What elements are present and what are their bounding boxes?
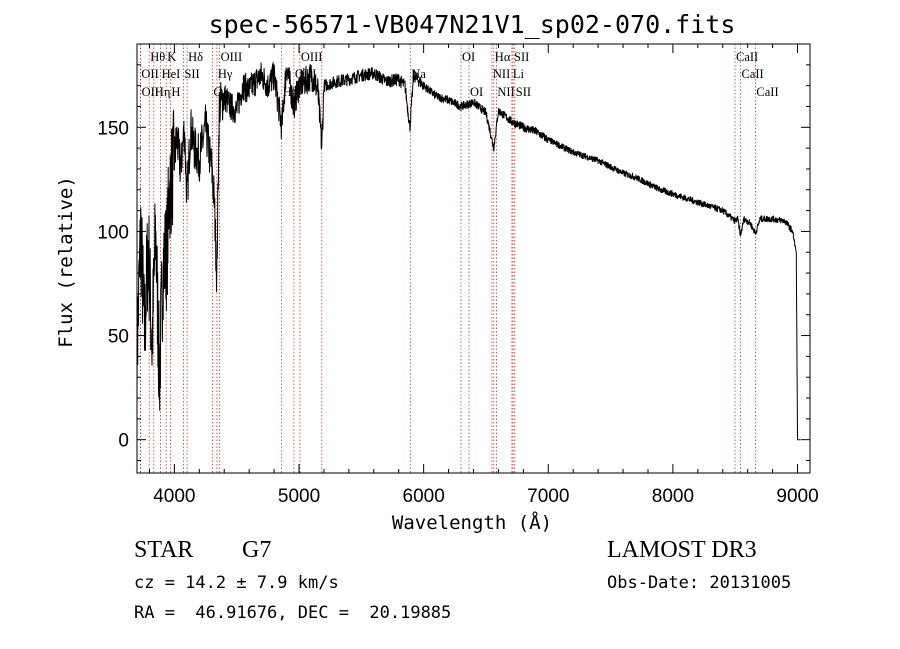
line-label: CaII <box>742 67 764 81</box>
y-tick-label: 150 <box>97 118 129 139</box>
spectrum-line <box>136 62 801 441</box>
line-label: SII <box>184 67 199 81</box>
survey-name: LAMOST DR3 <box>607 537 757 563</box>
line-label: SII <box>514 50 529 64</box>
object-subclass: G7 <box>242 537 272 563</box>
x-tick-label: 7000 <box>527 486 569 507</box>
x-axis-ticks: 4000 5000 6000 7000 8000 9000 <box>148 44 819 507</box>
line-label: OI <box>470 85 483 99</box>
observation-date: Obs-Date: 20131005 <box>607 573 792 593</box>
line-label: Hδ <box>188 50 203 64</box>
line-label: Hθ <box>150 50 165 64</box>
line-label: Hβ <box>283 85 298 99</box>
line-label: Li <box>513 67 525 81</box>
x-tick-label: 6000 <box>403 486 445 507</box>
line-label: G <box>213 85 222 99</box>
line-label: CaII <box>736 50 758 64</box>
y-axis-ticks: 0 50 100 150 <box>97 64 810 462</box>
spectrum-trace <box>136 62 801 441</box>
line-label: OII <box>142 85 159 99</box>
plot-frame <box>136 43 811 474</box>
x-tick-label: 5000 <box>278 486 320 507</box>
line-label: Hγ <box>218 67 233 81</box>
line-label: OI <box>462 50 475 64</box>
line-label: NII <box>497 85 514 99</box>
line-label: CaII <box>756 85 778 99</box>
y-axis-label: Flux (relative) <box>55 176 77 348</box>
line-label: NII <box>493 67 510 81</box>
line-label: K <box>167 50 176 64</box>
chart-title: spec-56571-VB047N21V1_sp02-070.fits <box>209 10 736 39</box>
x-tick-label: 8000 <box>652 486 694 507</box>
line-label: OIII <box>301 50 323 64</box>
object-class: STAR <box>134 537 194 563</box>
y-tick-label: 50 <box>108 327 129 348</box>
line-label: OIII <box>295 67 317 81</box>
line-label: Na <box>411 67 426 81</box>
x-tick-label: 4000 <box>153 486 195 507</box>
line-label: Hη <box>155 85 171 99</box>
y-tick-label: 0 <box>118 431 129 452</box>
x-tick-label: 9000 <box>776 486 818 507</box>
line-label: OII <box>141 67 158 81</box>
y-tick-label: 100 <box>97 222 129 243</box>
line-label: H <box>171 85 180 99</box>
coordinates: RA = 46.91676, DEC = 20.19885 <box>134 603 452 623</box>
redshift-value: cz = 14.2 ± 7.9 km/s <box>134 573 339 593</box>
line-label: SII <box>516 85 531 99</box>
x-axis-label: Wavelength (Å) <box>392 511 552 534</box>
line-label: HeI <box>162 67 181 81</box>
line-label: Hα <box>495 50 511 64</box>
line-label: OIII <box>221 50 243 64</box>
